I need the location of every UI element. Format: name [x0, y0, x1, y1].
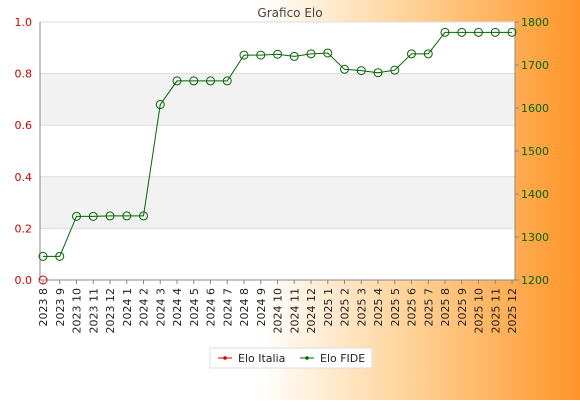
left-tick-label: 0.8 [15, 68, 33, 81]
x-tick-label: 2025 5 [389, 288, 402, 327]
x-tick-label: 2025 3 [355, 288, 368, 327]
x-tick-label: 2024 6 [205, 288, 218, 327]
legend: Elo Italia Elo FIDE [209, 347, 373, 369]
x-tick-label: 2025 1 [322, 288, 335, 327]
left-tick-label: 0.2 [15, 222, 33, 235]
elo-fide-point [206, 76, 215, 86]
elo-fide-point [273, 49, 282, 59]
elo-italia-point [38, 275, 48, 285]
legend-marker-elo-italia [223, 356, 227, 360]
x-tick-label: 2024 2 [138, 288, 151, 327]
elo-fide-point [407, 49, 416, 59]
x-tick-label: 2025 12 [506, 288, 519, 334]
x-tick-label: 2023 10 [71, 288, 84, 334]
right-tick-label: 1800 [521, 16, 549, 29]
x-tick-label: 2024 9 [255, 288, 268, 327]
x-tick-label: 2025 10 [473, 288, 486, 334]
x-tick-label: 2024 8 [238, 288, 251, 327]
x-tick-label: 2024 1 [121, 288, 134, 327]
right-tick-label: 1500 [521, 145, 549, 158]
elo-fide-point [55, 251, 65, 261]
elo-fide-point [172, 76, 182, 86]
elo-fide-point [306, 49, 316, 59]
x-tick-label: 2025 6 [406, 288, 419, 327]
legend-box [209, 347, 373, 369]
right-tick-label: 1600 [521, 102, 549, 115]
elo-fide-point [222, 76, 232, 86]
x-tick-label: 2025 8 [439, 288, 452, 327]
plot-area [40, 22, 515, 280]
x-tick-label: 2023 9 [54, 288, 67, 327]
x-tick-label: 2023 8 [37, 288, 50, 327]
x-tick-label: 2024 12 [305, 288, 318, 334]
x-tick-label: 2023 11 [87, 288, 100, 334]
elo-fide-point [289, 51, 299, 61]
elo-fide-point [507, 27, 517, 37]
x-tick-label: 2025 7 [422, 288, 435, 327]
plot-background [40, 22, 515, 280]
right-y-axis: 1200 1300 1400 1500 1600 1700 1800 [514, 16, 549, 287]
grid-band [40, 176, 515, 229]
right-tick-label: 1300 [521, 231, 549, 244]
right-tick-label: 1200 [521, 274, 549, 287]
elo-fide-point [474, 27, 483, 37]
elo-fide-point [139, 211, 148, 221]
elo-fide-point [88, 211, 98, 221]
series-layer [38, 27, 517, 285]
left-tick-label: 0.4 [15, 171, 33, 184]
elo-fide-point [155, 100, 165, 110]
elo-fide-point [189, 76, 199, 86]
x-tick-label: 2024 5 [188, 288, 201, 327]
grid-band [40, 73, 515, 126]
x-tick-label: 2024 10 [272, 288, 285, 334]
legend-marker-elo-fide [305, 356, 309, 360]
chart-title: Grafico Elo [257, 6, 322, 20]
elo-fide-point [72, 211, 81, 221]
elo-fide-point [356, 66, 366, 76]
x-tick-label: 2024 3 [154, 288, 167, 327]
elo-fide-point [423, 49, 433, 59]
right-tick-label: 1700 [521, 59, 549, 72]
elo-fide-point [122, 211, 132, 221]
right-tick-label: 1400 [521, 188, 549, 201]
left-tick-label: 0.0 [15, 274, 33, 287]
x-tick-label: 2025 11 [489, 288, 502, 334]
elo-fide-line [43, 31, 512, 257]
x-tick-label: 2024 11 [288, 288, 301, 334]
elo-fide-point [440, 27, 450, 37]
x-tick-label: 2025 4 [372, 288, 385, 327]
legend-label-elo-italia: Elo Italia [238, 352, 285, 365]
x-tick-label: 2024 4 [171, 288, 184, 327]
elo-fide-point [256, 50, 266, 60]
elo-fide-point [323, 48, 333, 58]
x-tick-label: 2025 2 [339, 288, 352, 327]
elo-fide-point [105, 211, 115, 221]
x-tick-label: 2025 9 [456, 288, 469, 327]
elo-fide-point [340, 64, 349, 74]
elo-fide-point [490, 27, 500, 37]
left-tick-label: 1.0 [15, 16, 33, 29]
elo-fide-point [390, 65, 400, 75]
x-tick-label: 2023 12 [104, 288, 117, 334]
left-tick-label: 0.6 [15, 119, 33, 132]
elo-fide-point [38, 251, 48, 261]
legend-label-elo-fide: Elo FIDE [320, 352, 365, 365]
elo-fide-point [373, 68, 383, 78]
elo-fide-point [457, 27, 467, 37]
left-y-axis: 0.0 0.2 0.4 0.6 0.8 1.0 [15, 16, 41, 287]
x-tick-label: 2024 7 [221, 288, 234, 327]
elo-fide-point [239, 50, 249, 60]
